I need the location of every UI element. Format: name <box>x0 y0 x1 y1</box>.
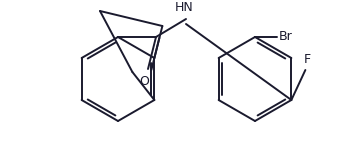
Text: HN: HN <box>175 1 193 14</box>
Text: Br: Br <box>279 31 293 44</box>
Text: F: F <box>304 53 311 66</box>
Text: O: O <box>139 75 149 88</box>
